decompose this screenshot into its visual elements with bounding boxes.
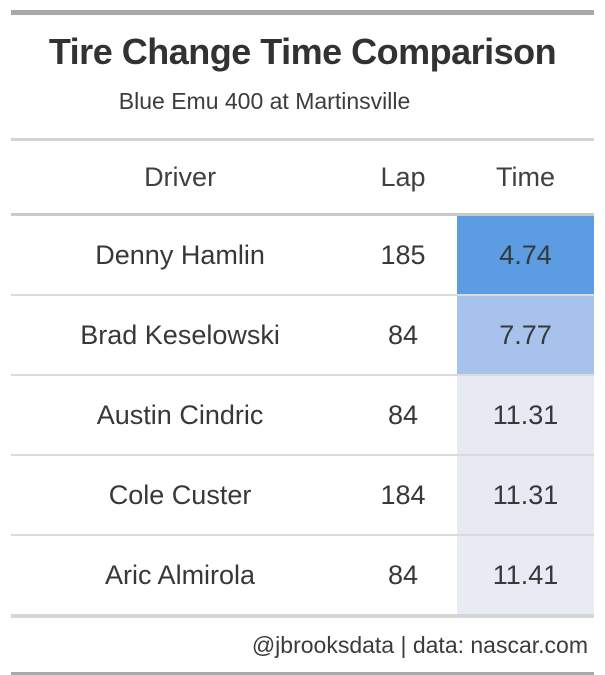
- page-subtitle: Blue Emu 400 at Martinsville: [118, 88, 411, 114]
- table-row: Cole Custer 184 11.31: [11, 456, 594, 536]
- driver-cell: Austin Cindric: [96, 399, 264, 430]
- lap-cell: 84: [388, 399, 419, 430]
- lap-cell: 84: [388, 559, 419, 590]
- table-header-block: Tire Change Time Comparison Blue Emu 400…: [11, 29, 594, 138]
- column-header-row: Driver Lap Time: [11, 141, 594, 213]
- page-title: Tire Change Time Comparison: [48, 31, 557, 72]
- driver-cell: Aric Almirola: [105, 559, 256, 590]
- column-header-time: Time: [495, 161, 555, 192]
- driver-cell: Cole Custer: [108, 479, 252, 510]
- top-frame-bar: [11, 10, 594, 15]
- lap-cell: 84: [388, 319, 419, 350]
- table-row: Aric Almirola 84 11.41: [11, 536, 594, 614]
- table-row: Austin Cindric 84 11.31: [11, 376, 594, 456]
- column-header-divider: [11, 213, 594, 216]
- header-divider: [11, 138, 594, 141]
- footer-divider: [11, 614, 594, 618]
- bottom-frame-bar: [11, 672, 594, 675]
- table-card: Tire Change Time Comparison Blue Emu 400…: [11, 10, 594, 675]
- column-header-driver: Driver: [144, 161, 217, 192]
- lap-cell: 184: [380, 479, 426, 510]
- time-cell: 7.77: [456, 296, 594, 374]
- time-cell: 11.31: [456, 456, 594, 534]
- driver-cell: Brad Keselowski: [80, 319, 280, 350]
- lap-cell: 185: [380, 239, 426, 270]
- table-body: Denny Hamlin 185 4.74 Brad Keselowski 84…: [11, 216, 594, 614]
- time-cell: 4.74: [456, 216, 594, 294]
- table-row: Denny Hamlin 185 4.74: [11, 216, 594, 296]
- time-cell: 11.31: [456, 376, 594, 454]
- time-cell: 11.41: [456, 536, 594, 614]
- table-row: Brad Keselowski 84 7.77: [11, 296, 594, 376]
- driver-cell: Denny Hamlin: [95, 239, 265, 270]
- source-note: @jbrooksdata | data: nascar.com: [251, 631, 588, 658]
- column-header-lap: Lap: [380, 161, 426, 192]
